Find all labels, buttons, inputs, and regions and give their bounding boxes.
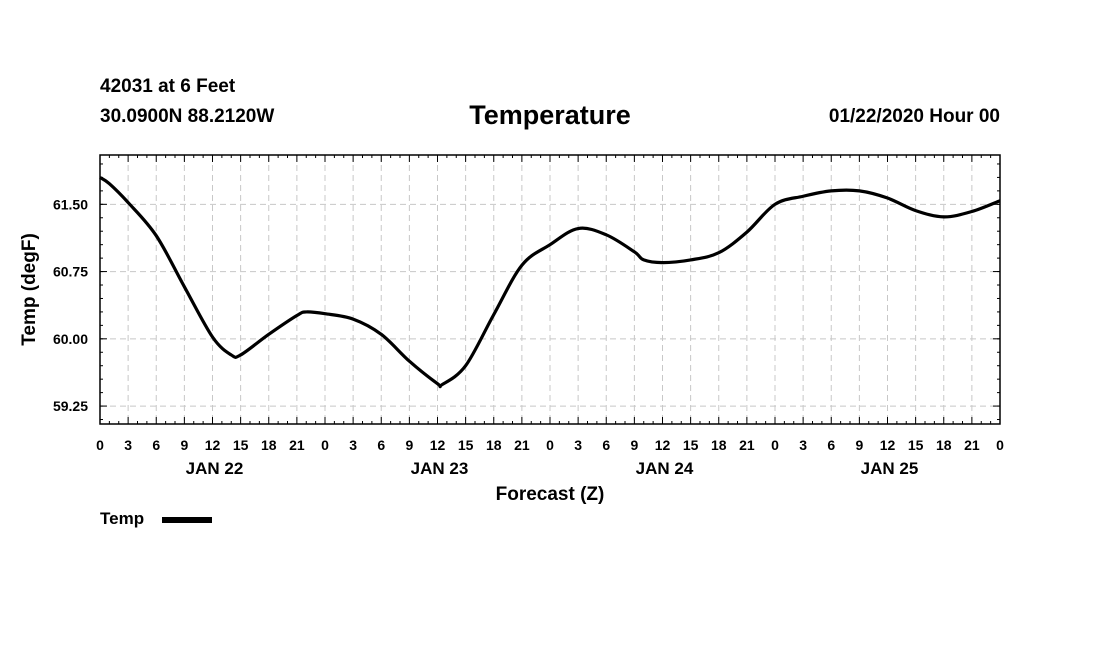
x-tick-label: 21 xyxy=(964,437,980,453)
day-label: JAN 22 xyxy=(186,459,244,478)
x-tick-label: 15 xyxy=(908,437,924,453)
station-coordinates: 30.0900N 88.2120W xyxy=(100,106,275,127)
day-label: JAN 24 xyxy=(636,459,694,478)
station-label: 42031 at 6 Feet xyxy=(100,76,236,97)
x-tick-label: 9 xyxy=(630,437,638,453)
x-tick-label: 6 xyxy=(602,437,610,453)
x-axis-title: Forecast (Z) xyxy=(496,484,605,505)
x-tick-label: 18 xyxy=(936,437,952,453)
x-tick-label: 6 xyxy=(827,437,835,453)
chart-title: Temperature xyxy=(469,100,631,130)
x-tick-label: 0 xyxy=(96,437,104,453)
x-tick-label: 21 xyxy=(289,437,305,453)
x-tick-label: 3 xyxy=(124,437,132,453)
x-tick-label: 9 xyxy=(180,437,188,453)
y-tick-label: 59.25 xyxy=(53,398,88,414)
y-tick-label: 60.75 xyxy=(53,264,88,280)
x-tick-label: 3 xyxy=(799,437,807,453)
x-tick-label: 3 xyxy=(574,437,582,453)
x-tick-label: 12 xyxy=(430,437,446,453)
x-tick-label: 6 xyxy=(377,437,385,453)
legend-swatch xyxy=(162,517,212,523)
x-tick-label: 21 xyxy=(739,437,755,453)
y-tick-label: 60.00 xyxy=(53,331,88,347)
y-axis-title: Temp (degF) xyxy=(19,233,40,346)
y-tick-label: 61.50 xyxy=(53,196,88,212)
x-tick-label: 0 xyxy=(546,437,554,453)
x-tick-label: 18 xyxy=(711,437,727,453)
x-tick-label: 21 xyxy=(514,437,530,453)
x-tick-label: 18 xyxy=(486,437,502,453)
day-label: JAN 23 xyxy=(411,459,469,478)
day-label: JAN 25 xyxy=(861,459,919,478)
x-tick-label: 12 xyxy=(205,437,221,453)
legend-label: Temp xyxy=(100,509,145,528)
x-tick-label: 18 xyxy=(261,437,277,453)
x-tick-label: 0 xyxy=(996,437,1004,453)
x-tick-label: 0 xyxy=(321,437,329,453)
x-tick-label: 12 xyxy=(880,437,896,453)
x-tick-label: 12 xyxy=(655,437,671,453)
x-tick-label: 6 xyxy=(152,437,160,453)
series-line-temp xyxy=(99,176,1001,389)
x-tick-label: 3 xyxy=(349,437,357,453)
x-tick-label: 15 xyxy=(683,437,699,453)
x-tick-label: 0 xyxy=(771,437,779,453)
x-tick-label: 15 xyxy=(458,437,474,453)
x-tick-label: 9 xyxy=(405,437,413,453)
forecast-run-time: 01/22/2020 Hour 00 xyxy=(828,106,1000,127)
plot-frame xyxy=(99,154,1001,425)
x-tick-label: 9 xyxy=(855,437,863,453)
x-tick-label: 15 xyxy=(233,437,249,453)
